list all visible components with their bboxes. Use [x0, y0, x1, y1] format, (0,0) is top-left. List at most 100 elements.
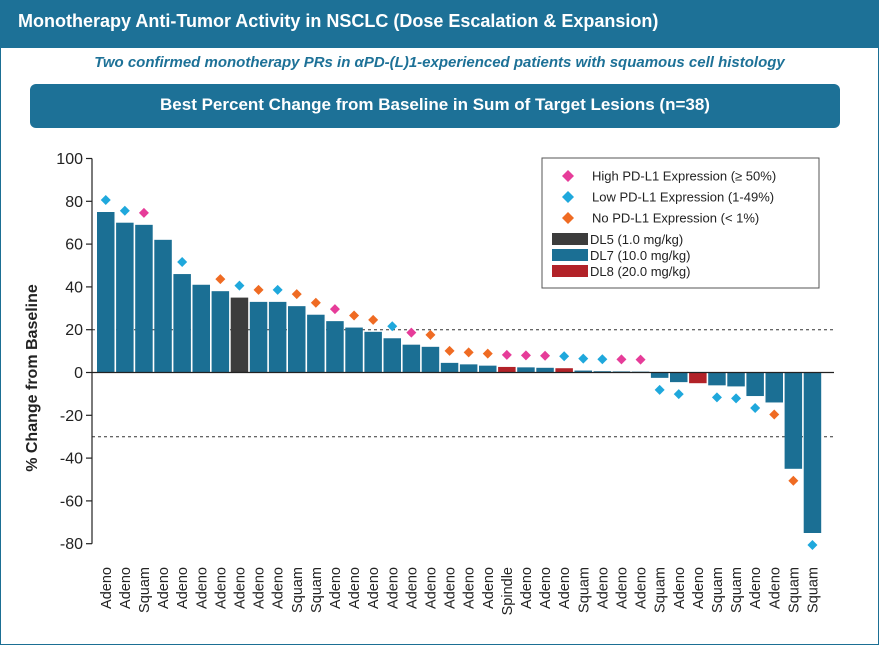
pdl1-marker — [673, 389, 684, 400]
legend: High PD-L1 Expression (≥ 50%) Low PD-L1 E… — [541, 157, 820, 289]
category-label: Squam — [729, 567, 745, 613]
bar — [326, 321, 344, 373]
pdl1-marker — [616, 354, 627, 365]
bar — [97, 212, 115, 373]
category-label: Adeno — [366, 567, 382, 609]
legend-marker — [562, 212, 574, 224]
pdl1-marker — [559, 351, 570, 362]
bar — [383, 338, 401, 373]
bar — [440, 362, 459, 373]
bar — [803, 372, 822, 533]
category-label: Squam — [805, 567, 821, 613]
pdl1-marker — [635, 354, 646, 365]
pdl1-marker — [520, 350, 531, 361]
bar — [593, 371, 612, 373]
legend-label: High PD-L1 Expression (≥ 50%) — [592, 169, 776, 184]
category-label: Adeno — [557, 567, 573, 609]
pdl1-marker — [425, 329, 436, 340]
category-label: Adeno — [156, 567, 172, 609]
pdl1-marker — [234, 280, 245, 291]
category-label: Adeno — [767, 567, 783, 609]
category-label: Squam — [576, 567, 592, 613]
y-tick-label: 100 — [56, 151, 83, 168]
category-label: Squam — [290, 567, 306, 613]
category-label: Adeno — [252, 567, 268, 609]
category-label: Spindle — [500, 567, 516, 615]
pdl1-marker — [406, 327, 417, 338]
category-label: Adeno — [175, 567, 191, 609]
bars — [97, 212, 822, 533]
legend-swatch — [552, 249, 588, 261]
y-tick-label: -20 — [60, 408, 83, 425]
pdl1-marker — [578, 353, 589, 364]
category-label: Adeno — [672, 567, 688, 609]
category-label: Squam — [653, 567, 669, 613]
legend-label: Low PD-L1 Expression (1-49%) — [592, 190, 774, 205]
pdl1-marker — [253, 284, 264, 295]
pdl1-marker — [368, 314, 379, 325]
pdl1-marker — [654, 384, 665, 395]
legend-marker — [562, 191, 574, 203]
bar — [268, 301, 287, 373]
pdl1-marker — [482, 348, 493, 359]
bar — [498, 366, 516, 373]
legend-marker — [562, 170, 574, 182]
y-tick-label: 60 — [65, 237, 83, 254]
pdl1-marker — [711, 392, 722, 403]
pdl1-marker — [540, 350, 551, 361]
y-axis-label: % Change from Baseline — [24, 284, 41, 472]
bar — [555, 368, 573, 373]
bar — [192, 284, 210, 373]
pdl1-marker — [444, 345, 455, 356]
category-label: Adeno — [634, 567, 650, 609]
category-label: Squam — [710, 567, 726, 613]
category-label: Adeno — [481, 567, 497, 609]
chart-title: Best Percent Change from Baseline in Sum… — [160, 95, 710, 114]
page-subtitle: Two confirmed monotherapy PRs in αPD-(L)… — [94, 54, 785, 71]
legend-swatch — [552, 265, 588, 277]
pdl1-marker — [788, 475, 799, 486]
y-tick-label: 0 — [74, 365, 83, 382]
category-label: Adeno — [385, 567, 401, 609]
page-title: Monotherapy Anti-Tumor Activity in NSCLC… — [18, 11, 659, 31]
category-label: Adeno — [118, 567, 134, 609]
category-label: Adeno — [232, 567, 248, 609]
pdl1-marker — [291, 289, 302, 300]
legend-label: DL8 (20.0 mg/kg) — [590, 264, 690, 279]
pdl1-marker — [597, 354, 608, 365]
pdl1-marker — [349, 310, 360, 321]
y-tick-label: -40 — [60, 451, 83, 468]
bar — [650, 372, 669, 378]
bar — [345, 327, 363, 373]
category-label: Squam — [309, 567, 325, 613]
chart-title-band: Best Percent Change from Baseline in Sum… — [30, 84, 840, 128]
y-tick-label: 40 — [65, 279, 83, 296]
category-label: Adeno — [328, 567, 344, 609]
category-label: Adeno — [271, 567, 287, 609]
category-label: Adeno — [443, 567, 459, 609]
bar — [574, 370, 592, 373]
category-label: Adeno — [748, 567, 764, 609]
pdl1-marker — [138, 207, 149, 218]
pdl1-markers — [100, 195, 818, 550]
bar — [689, 372, 707, 384]
category-label: Adeno — [194, 567, 210, 609]
category-label: Adeno — [404, 567, 420, 609]
bar — [536, 367, 554, 373]
bar — [459, 364, 478, 373]
pdl1-marker — [272, 284, 283, 295]
bar — [746, 372, 764, 397]
category-label: Adeno — [614, 567, 630, 609]
bar — [173, 274, 191, 373]
pdl1-marker — [769, 409, 780, 420]
y-axis: 100 80 60 40 20 0 -20 -40 -60 -80 — [56, 151, 834, 553]
category-label: Adeno — [691, 567, 707, 609]
header-band: Monotherapy Anti-Tumor Activity in NSCLC… — [0, 0, 879, 48]
bar — [421, 346, 440, 373]
category-label: Adeno — [462, 567, 478, 609]
category-label: Squam — [137, 567, 153, 613]
bar — [765, 372, 783, 403]
y-tick-label: 20 — [65, 322, 83, 339]
category-label: Adeno — [538, 567, 554, 609]
bar — [116, 222, 134, 373]
